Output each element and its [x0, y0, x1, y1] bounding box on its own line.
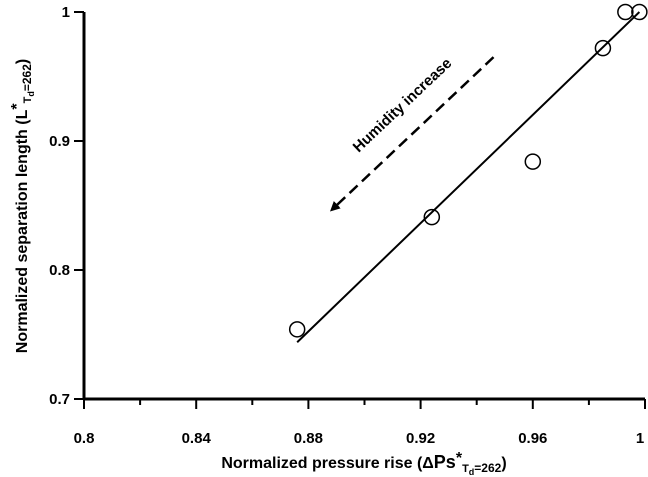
data-point [631, 3, 648, 21]
x-tick-label: 0.84 [182, 430, 212, 447]
data-point [288, 321, 306, 338]
y-tick-label: 0.8 [49, 262, 70, 279]
x-ticks: 0.8 0.84 0.88 0.92 0.96 1 [74, 399, 646, 447]
y-tick-label: 1 [62, 4, 70, 21]
data-point [617, 3, 634, 21]
fit-line [296, 11, 641, 343]
data-point [524, 153, 542, 170]
x-tick-label: 0.8 [74, 430, 95, 447]
x-tick-label: 0.96 [518, 430, 547, 447]
humidity-arrow [330, 56, 495, 212]
x-tick-label: 0.88 [294, 430, 323, 447]
y-ticks: 0.7 0.8 0.9 1 [49, 4, 84, 408]
x-tick-label: 1 [636, 430, 644, 447]
data-points [288, 3, 648, 338]
data-point [423, 208, 441, 226]
y-tick-label: 0.9 [49, 133, 70, 150]
y-axis-label: Normalized separation length (L*Td=262) [9, 59, 36, 353]
y-tick-label: 0.7 [49, 391, 70, 408]
annotation-humidity-increase: Humidity increase [350, 55, 456, 156]
x-axis-label: Normalized pressure rise (ΔPs*Td=262) [221, 450, 506, 477]
data-point [594, 39, 612, 57]
x-tick-label: 0.92 [406, 430, 435, 447]
